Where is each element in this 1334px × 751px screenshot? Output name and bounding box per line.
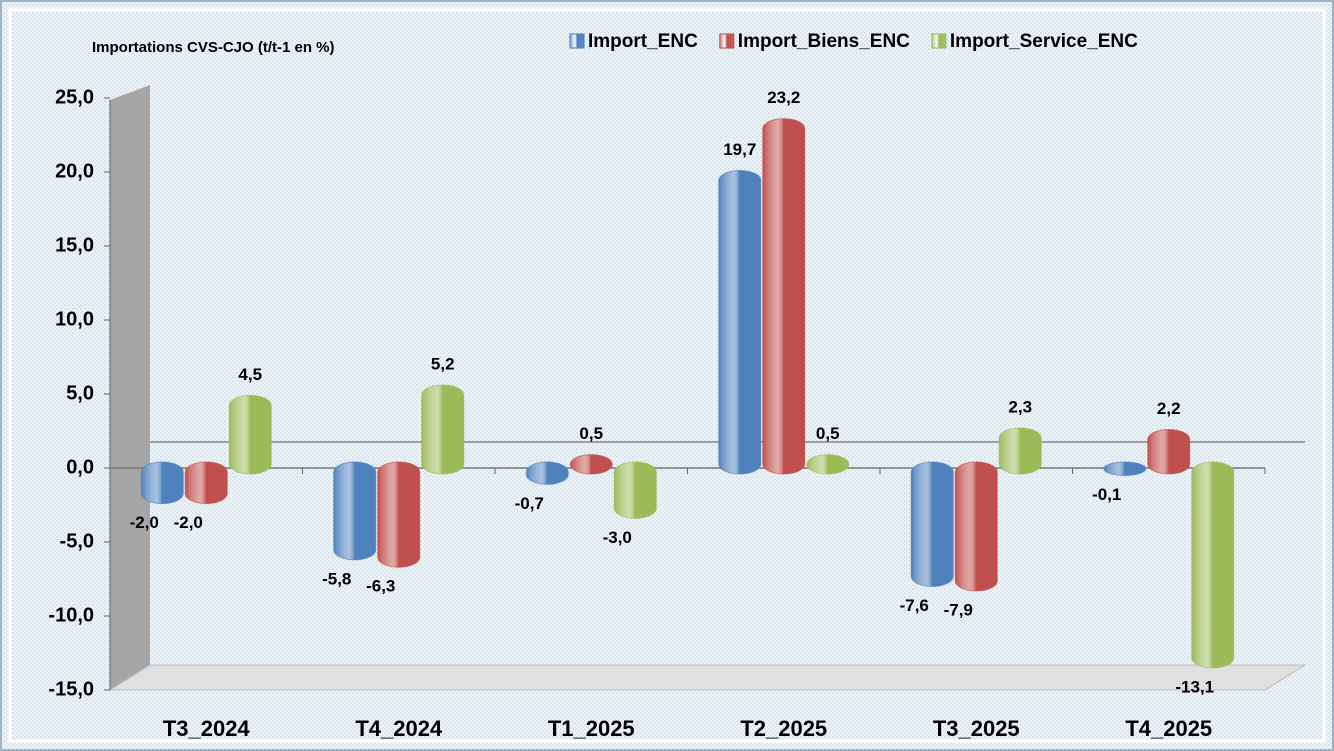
frame xyxy=(8,8,1326,743)
bar xyxy=(184,461,228,505)
x-tick-label: T1_2025 xyxy=(548,716,635,741)
x-tick-label: T2_2025 xyxy=(740,716,827,741)
value-label: 0,5 xyxy=(579,424,603,443)
side-wall xyxy=(110,85,150,690)
floor xyxy=(108,664,1307,691)
y-tick-label: 20,0 xyxy=(55,160,94,182)
value-label: 0,5 xyxy=(816,424,840,443)
bar xyxy=(421,384,465,475)
value-label: 2,3 xyxy=(1008,397,1032,416)
value-label: -7,6 xyxy=(900,596,929,615)
bar xyxy=(333,461,377,561)
bar xyxy=(228,394,272,475)
value-label: -3,0 xyxy=(603,528,632,547)
value-label: -7,9 xyxy=(944,600,973,619)
value-label: -0,7 xyxy=(515,494,544,513)
bar xyxy=(140,461,184,505)
bar xyxy=(718,169,762,475)
y-tick-label: -10,0 xyxy=(48,604,94,626)
value-label: -0,1 xyxy=(1092,485,1121,504)
value-label: -2,0 xyxy=(174,513,203,532)
y-tick-label: 5,0 xyxy=(66,382,94,404)
value-label: 19,7 xyxy=(723,140,756,159)
y-tick-label: -15,0 xyxy=(48,678,94,700)
x-tick-label: T4_2025 xyxy=(1125,716,1212,741)
legend-swatch xyxy=(931,33,947,49)
x-tick-label: T3_2025 xyxy=(933,716,1020,741)
value-label: -6,3 xyxy=(366,577,395,596)
bar xyxy=(762,118,806,475)
bar xyxy=(377,461,421,568)
value-label: 4,5 xyxy=(238,365,262,384)
legend-label: Import_ENC xyxy=(588,31,698,52)
bar xyxy=(525,461,569,485)
y-tick-label: -5,0 xyxy=(60,530,94,552)
bar xyxy=(613,461,657,519)
y-tick-label: 0,0 xyxy=(66,456,94,478)
value-label: -2,0 xyxy=(130,513,159,532)
value-label: 2,2 xyxy=(1157,399,1181,418)
bar xyxy=(910,461,954,587)
y-tick-label: 25,0 xyxy=(55,86,94,108)
chart-title: Importations CVS-CJO (t/t-1 en %) xyxy=(92,39,335,56)
bar xyxy=(569,454,613,475)
x-tick-label: T3_2024 xyxy=(163,716,251,741)
x-tick-label: T4_2024 xyxy=(355,716,443,741)
bar xyxy=(954,461,998,592)
bar xyxy=(806,454,850,475)
legend-label: Import_Service_ENC xyxy=(950,31,1138,52)
value-label: -13,1 xyxy=(1175,677,1214,696)
legend-label: Import_Biens_ENC xyxy=(738,31,910,52)
y-tick-label: 15,0 xyxy=(55,234,94,256)
bar xyxy=(1147,428,1191,475)
bar xyxy=(1191,461,1235,669)
y-tick-label: 10,0 xyxy=(55,308,94,330)
legend-swatch xyxy=(719,33,735,49)
value-label: -5,8 xyxy=(322,569,351,588)
bar xyxy=(1103,461,1147,476)
bar xyxy=(998,427,1042,475)
legend-swatch xyxy=(569,33,585,49)
value-label: 23,2 xyxy=(767,88,800,107)
value-label: 5,2 xyxy=(431,355,455,374)
